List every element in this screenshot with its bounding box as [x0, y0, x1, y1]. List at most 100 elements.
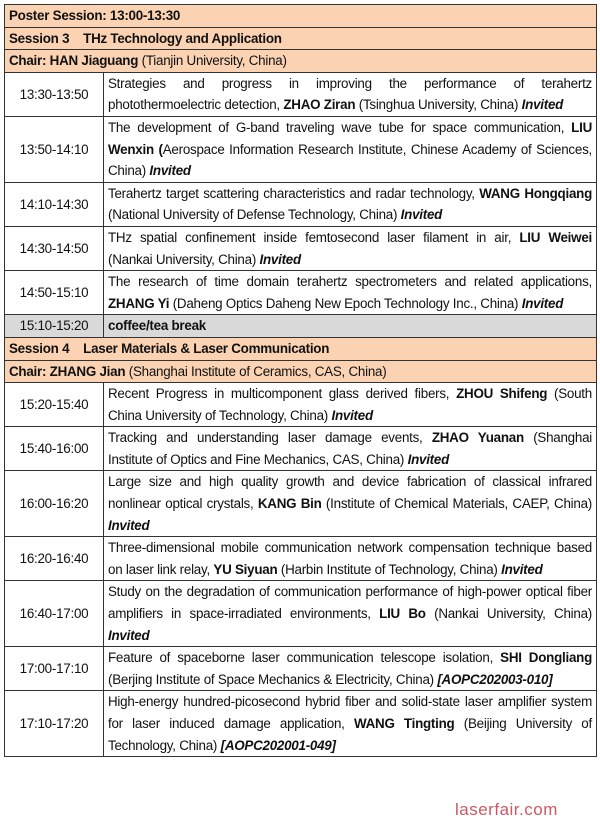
talk-time: 17:10-17:20 — [4, 690, 104, 758]
watermark: laserfair.com — [455, 800, 558, 819]
session-title: Session 3 THz Technology and Application — [4, 26, 597, 51]
talk-tag: Invited — [407, 451, 450, 467]
talk-description: Study on the degradation of communicatio… — [103, 580, 597, 648]
talk-speaker: KANG Bin — [257, 496, 322, 512]
talk-tag: Invited — [331, 407, 373, 423]
talk-row: 13:30-13:50 Strategies and progress in im… — [4, 71, 597, 117]
talk-affiliation: (Tsinghua University, China) — [355, 97, 522, 113]
talk-description: High-energy hundred-picosecond hybrid fi… — [103, 690, 597, 758]
talk-affiliation: (South China University of Technology, C… — [108, 386, 592, 423]
talk-time: 14:30-14:50 — [4, 225, 104, 272]
poster-session-row: Poster Session: 13:00-13:30 — [4, 4, 597, 28]
talk-time: 16:40-17:00 — [4, 580, 104, 648]
talk-title: Terahertz target scattering characterist… — [108, 185, 480, 201]
break-time: 15:10-15:20 — [4, 314, 104, 338]
talk-affiliation: (Daheng Optics Daheng New Epoch Technolo… — [169, 295, 522, 311]
talk-tag: Invited — [108, 517, 150, 533]
talk-row: 17:00-17:10 Feature of spaceborne laser c… — [4, 646, 597, 692]
talk-speaker: LIU Bo — [379, 606, 426, 622]
talk-tag: Invited — [149, 163, 191, 179]
talk-description: Recent Progress in multicomponent glass … — [103, 382, 597, 428]
talk-tag: Invited — [259, 251, 302, 267]
talk-title: The research of time domain terahertz sp… — [108, 274, 592, 290]
talk-description: Tracking and understanding laser damage … — [103, 426, 597, 472]
talk-speaker: WANG Hongqiang — [479, 185, 592, 201]
chair-name: Chair: ZHANG Jian — [9, 363, 126, 379]
session-chair-row: Chair: ZHANG Jian (Shanghai Institute of… — [4, 359, 597, 384]
talk-title: THz spatial confinement inside femtoseco… — [108, 229, 520, 245]
talk-time: 16:20-16:40 — [4, 536, 104, 582]
talk-affiliation: (Harbin Institute of Technology, China) — [277, 561, 502, 577]
session-chair: Chair: ZHANG Jian (Shanghai Institute of… — [4, 359, 597, 384]
schedule-table: Poster Session: 13:00-13:30 Session 3 THz… — [4, 4, 597, 758]
talk-title: The development of G-band traveling wave… — [108, 119, 572, 135]
talk-affiliation: (Nankai University, China) — [108, 251, 260, 267]
chair-name: Chair: HAN Jiaguang — [9, 53, 139, 69]
talk-speaker: LIU Weiwei — [519, 229, 592, 245]
talk-tag: Invited — [521, 295, 564, 311]
talk-tag: Invited — [521, 97, 564, 113]
talk-time: 13:30-13:50 — [4, 71, 104, 117]
chair-affiliation: (Tianjin University, China) — [138, 53, 287, 69]
talk-description: Three-dimensional mobile communication n… — [103, 536, 597, 582]
talk-speaker: YU Siyuan — [213, 561, 278, 577]
talk-row: 16:00-16:20 Large size and high quality g… — [4, 470, 597, 538]
talk-affiliation: (Beijing University of Technology, China… — [108, 716, 592, 753]
talk-row: 14:30-14:50 THz spatial confinement insid… — [4, 225, 597, 272]
talk-description: Terahertz target scattering characterist… — [103, 181, 597, 227]
talk-row: 15:20-15:40 Recent Progress in multicompo… — [4, 382, 597, 428]
talk-tag: Invited — [400, 207, 443, 223]
talk-row: 14:10-14:30 Terahertz target scattering c… — [4, 181, 597, 227]
session-title-row: Session 4 Laser Materials & Laser Commun… — [4, 336, 597, 361]
talk-row: 14:50-15:10 The research of time domain t… — [4, 270, 597, 316]
break-label: coffee/tea break — [103, 314, 597, 338]
talk-time: 16:00-16:20 — [4, 470, 104, 538]
session-title: Session 4 Laser Materials & Laser Commun… — [4, 336, 597, 361]
talk-row: 15:40-16:00 Tracking and understanding la… — [4, 426, 597, 472]
talk-time: 17:00-17:10 — [4, 646, 104, 692]
talk-title: Feature of spaceborne laser communicatio… — [108, 650, 501, 666]
talk-speaker: ZHAO Ziran — [283, 97, 356, 113]
talk-tag: [AOPC202003-010] — [437, 671, 553, 687]
talk-time: 15:40-16:00 — [4, 426, 104, 472]
talk-affiliation: Aerospace Information Research Institute… — [108, 141, 592, 179]
session-chair: Chair: HAN Jiaguang (Tianjin University,… — [4, 49, 597, 73]
talk-description: The research of time domain terahertz sp… — [103, 270, 597, 316]
talk-title: Study on the degradation of communicatio… — [108, 584, 592, 622]
talk-description: Feature of spaceborne laser communicatio… — [103, 646, 597, 692]
talk-time: 14:10-14:30 — [4, 181, 104, 227]
talk-tag: Invited — [108, 627, 150, 643]
talk-description: Strategies and progress in improving the… — [103, 71, 597, 117]
talk-speaker: ZHOU Shifeng — [456, 386, 548, 402]
poster-session-label: Poster Session: 13:00-13:30 — [4, 4, 597, 28]
session-title-row: Session 3 THz Technology and Application — [4, 26, 597, 51]
talk-description: THz spatial confinement inside femtoseco… — [103, 225, 597, 272]
talk-row: 17:10-17:20 High-energy hundred-picosecon… — [4, 690, 597, 758]
talk-row: 13:50-14:10 The development of G-band tra… — [4, 115, 597, 183]
break-row: 15:10-15:20 coffee/tea break — [4, 314, 597, 338]
talk-title: Strategies and progress in improving the… — [108, 75, 592, 113]
talk-row: 16:20-16:40 Three-dimensional mobile comm… — [4, 536, 597, 582]
talk-speaker: WANG Tingting — [353, 716, 455, 731]
talk-affiliation: (Institute of Chemical Materials, CAEP, … — [321, 496, 592, 512]
talk-time: 15:20-15:40 — [4, 382, 104, 428]
talk-title: Recent Progress in multicomponent glass … — [108, 386, 457, 402]
talk-speaker: LIU Wenxin ( — [108, 119, 592, 157]
talk-affiliation: (Berjing Institute of Space Mechanics & … — [108, 671, 438, 687]
talk-speaker: ZHAO Yuanan — [431, 430, 524, 446]
session-chair-row: Chair: HAN Jiaguang (Tianjin University,… — [4, 49, 597, 73]
talk-time: 14:50-15:10 — [4, 270, 104, 316]
talk-title: Tracking and understanding laser damage … — [108, 430, 432, 446]
talk-title: Large size and high quality growth and d… — [108, 474, 592, 512]
talk-title: Three-dimensional mobile communication n… — [108, 540, 592, 577]
talk-affiliation: (Shanghai Institute of Optics and Fine M… — [108, 430, 592, 467]
talk-time: 13:50-14:10 — [4, 115, 104, 183]
talk-row: 16:40-17:00 Study on the degradation of c… — [4, 580, 597, 648]
talk-affiliation: (National University of Defense Technolo… — [108, 207, 401, 223]
talk-speaker: SHI Dongliang — [500, 650, 593, 666]
talk-affiliation: (Nankai University, China) — [425, 606, 592, 622]
chair-affiliation: (Shanghai Institute of Ceramics, CAS, Ch… — [125, 363, 387, 379]
talk-tag: Invited — [501, 561, 543, 577]
talk-speaker: ZHANG Yi — [108, 295, 170, 311]
talk-title: High-energy hundred-picosecond hybrid fi… — [108, 694, 592, 731]
